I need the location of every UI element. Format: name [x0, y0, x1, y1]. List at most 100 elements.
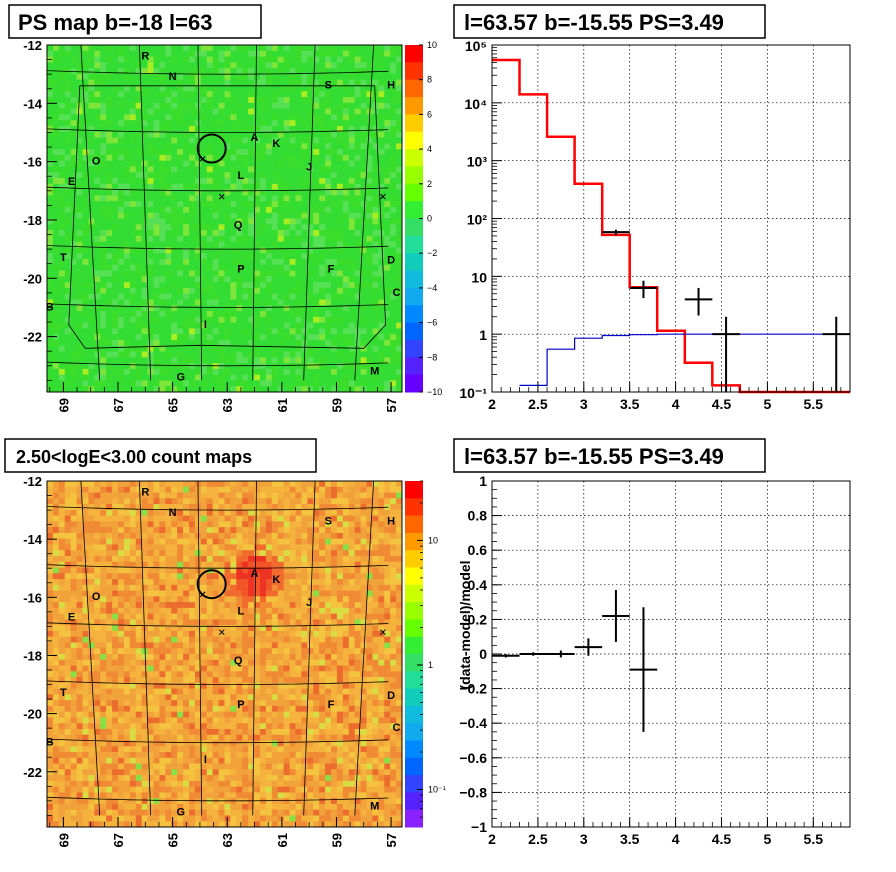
ps-map-cell: [76, 68, 83, 75]
ps-map-cell: [147, 178, 154, 185]
count-map-cell: [141, 734, 148, 741]
count-map-cell: [47, 630, 54, 638]
ps-map-cell: [94, 45, 101, 52]
ps-map-cell: [289, 322, 296, 329]
ps-map-cell: [106, 264, 113, 271]
ps-map-cell: [242, 143, 249, 150]
ps-map-cell: [206, 264, 214, 271]
ps-map-cell: [118, 247, 125, 254]
ps-map-cell: [100, 334, 107, 341]
count-map-cell: [129, 579, 137, 586]
ps-map-source-circle: [196, 133, 227, 164]
count-map-cell: [70, 677, 77, 684]
count-map-cell: [100, 481, 107, 488]
ps-map-cell: [336, 160, 344, 167]
ps-map-cell: [147, 183, 154, 190]
ps-map-cell: [265, 172, 273, 179]
ps-map-cell: [112, 160, 119, 167]
ps-map-cell: [165, 247, 172, 254]
count-map-cell: [129, 654, 137, 661]
ps-map-cell: [141, 276, 148, 283]
ps-map-cell: [271, 97, 279, 104]
ps-map-cell: [277, 386, 285, 393]
ps-map-cell: [94, 97, 101, 104]
ps-map-cell: [230, 316, 237, 323]
ps-map-cell: [230, 380, 237, 387]
count-map-cell: [129, 694, 137, 701]
ps-map-cell: [171, 345, 178, 352]
ps-map-cell: [112, 293, 119, 300]
ps-map-cell: [360, 178, 367, 185]
ps-map-cell: [58, 114, 66, 121]
ps-map-cell: [52, 85, 60, 92]
count-map-cell: [82, 746, 89, 753]
count-map-cell: [52, 625, 60, 632]
ps-map-cell: [366, 97, 373, 104]
ps-map-cell: [301, 120, 308, 127]
ps-map-cell: [319, 137, 326, 144]
ps-map-cell: [301, 368, 308, 376]
ps-map-cell: [336, 386, 344, 393]
ps-map-cell: [212, 160, 219, 167]
count-map-cell: [106, 555, 113, 563]
ps-map-cell: [348, 270, 356, 277]
ps-map-cell: [289, 339, 296, 347]
ps-map-cell: [260, 339, 267, 347]
ps-map-cell: [165, 183, 172, 190]
ps-map-cell: [354, 131, 361, 138]
ps-map-cell: [336, 114, 344, 121]
ps-map-cell: [82, 316, 89, 323]
count-map-cell: [147, 723, 154, 730]
count-map-cell: [76, 504, 83, 511]
ps-map-cell: [260, 322, 267, 329]
ps-map-cell: [366, 189, 373, 196]
ps-map-cell: [331, 68, 338, 75]
count-map-cell: [76, 665, 83, 672]
ps-map-cell: [390, 154, 397, 162]
ps-map-cell: [52, 97, 60, 104]
count-map-cell: [147, 775, 154, 782]
ps-map-cell: [218, 368, 225, 376]
ps-map-cell: [313, 224, 320, 231]
ps-map-cell: [58, 120, 66, 127]
count-map-cell: [100, 579, 107, 586]
ps-map-cell: [177, 328, 184, 335]
ps-map-cell: [307, 73, 314, 81]
ps-map-cell: [159, 68, 166, 75]
ps-map-cell: [177, 79, 184, 86]
ps-map-cell: [206, 293, 214, 300]
ps-map-cell: [153, 235, 160, 243]
ps-map-cell: [183, 201, 190, 208]
count-map-cell: [88, 682, 95, 689]
count-map-cell: [153, 486, 160, 493]
ps-map-latitude-line: [46, 70, 389, 75]
ps-map-cell: [52, 102, 60, 110]
count-map-cell: [64, 728, 72, 736]
ps-map-cell: [106, 154, 113, 162]
ps-map-cell: [242, 316, 249, 323]
ps-map-cell: [218, 282, 225, 289]
count-map-cell: [94, 809, 101, 816]
ps-map-cell: [177, 305, 184, 312]
ps-map-label-j: J: [306, 161, 312, 173]
ps-map-cell: [212, 68, 219, 75]
ps-map-cell: [295, 125, 302, 133]
ps-map-cell: [200, 85, 208, 92]
count-map-cell: [58, 538, 66, 545]
ps-map-cell: [106, 380, 113, 387]
ps-map-cell: [194, 380, 202, 387]
ps-map-cell: [159, 79, 166, 86]
ps-map-cell: [76, 241, 83, 248]
ps-map-cell: [206, 201, 214, 208]
ps-map-cell: [271, 189, 279, 196]
ps-map-cell: [218, 68, 225, 75]
count-map-cell: [147, 567, 154, 574]
ps-map-cell: [58, 235, 66, 243]
ps-map-cell: [390, 230, 397, 237]
ps-map-cell: [348, 276, 356, 283]
ps-map-cell: [171, 299, 178, 306]
ps-map-cell: [47, 166, 54, 173]
ps-map-cell: [390, 114, 397, 121]
ps-map-cell: [47, 97, 54, 104]
ps-map-cell: [295, 201, 302, 208]
